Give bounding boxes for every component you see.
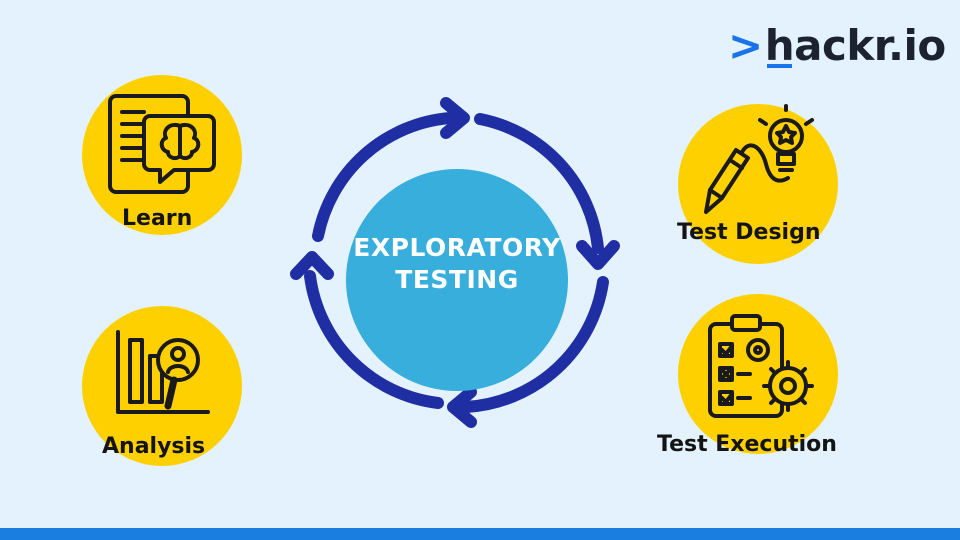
chart-magnifier-icon	[116, 330, 210, 414]
cycle-arrow-left-head	[290, 251, 334, 280]
center-title: EXPLORATORY TESTING	[346, 232, 568, 296]
cycle-arrow-left	[304, 270, 444, 409]
book-brain-icon	[108, 94, 216, 194]
logo-chevron: >	[728, 21, 763, 70]
cycle-arrow-bottom-head	[447, 386, 477, 428]
center-title-line2: TESTING	[395, 265, 519, 294]
cycle-arrow-right-head	[576, 240, 620, 270]
center-circle	[346, 169, 568, 391]
center-title-line1: EXPLORATORY	[353, 233, 561, 262]
clipboard-gears-icon	[708, 314, 814, 418]
test-design-node-circle	[678, 104, 838, 264]
cycle-arrow-right	[474, 113, 604, 254]
analysis-label: Analysis	[102, 434, 206, 459]
test-execution-label: Test Execution	[657, 432, 837, 457]
cycle-arrow-top-head	[440, 97, 470, 139]
cycle-arrow-top	[312, 112, 456, 242]
learn-label: Learn	[122, 206, 193, 231]
cycle-arrow-bottom	[460, 276, 609, 413]
pencil-lightbulb-icon	[704, 104, 814, 214]
test-design-label: Test Design	[677, 220, 821, 245]
logo-h: h	[764, 21, 795, 70]
hackr-logo: >hackr.io	[728, 20, 946, 72]
logo-rest: ackr.io	[794, 21, 946, 70]
bottom-bar	[0, 528, 960, 540]
